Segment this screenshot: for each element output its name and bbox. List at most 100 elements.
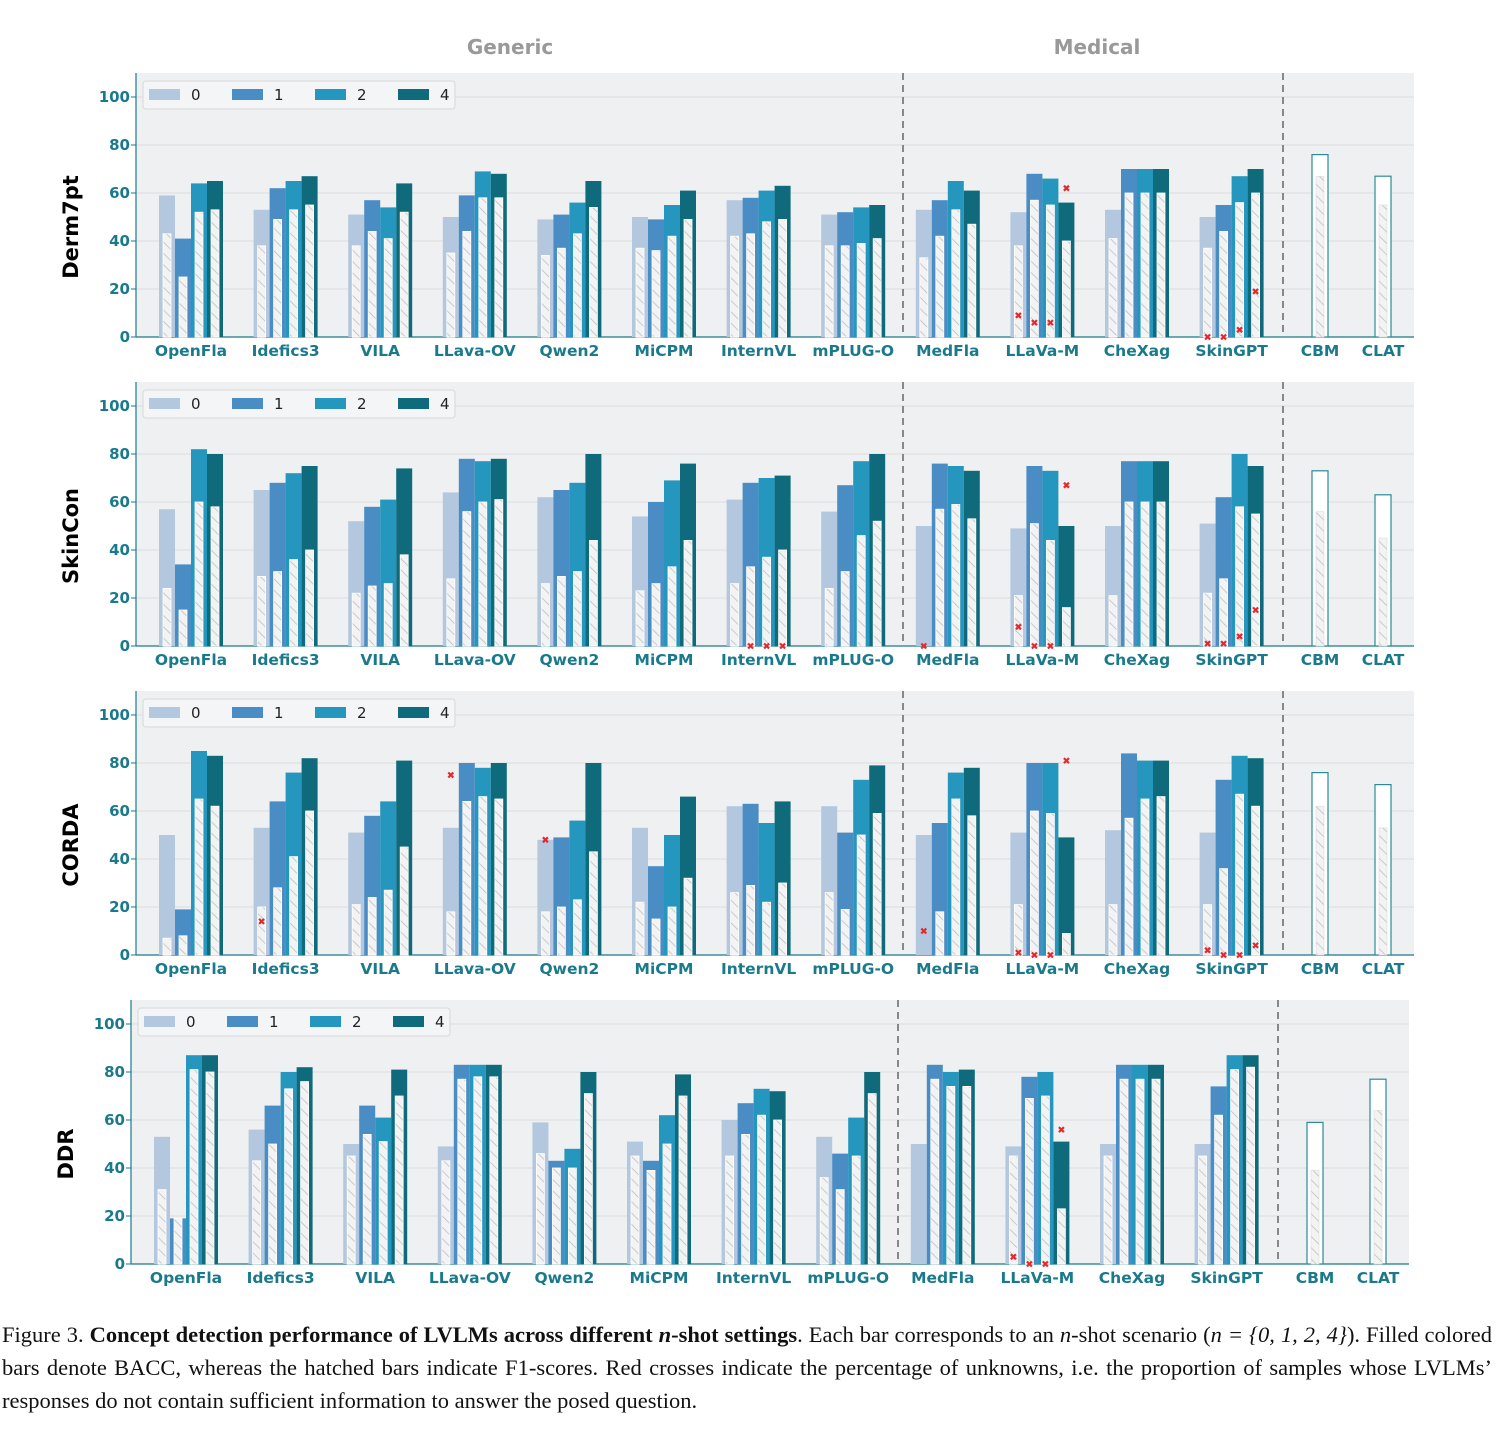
f1-hatched-bar — [730, 892, 739, 956]
legend-swatch — [144, 1016, 175, 1027]
baseline-f1-hatched-bar — [1378, 827, 1388, 956]
y-axis-label: SkinCon — [59, 488, 83, 584]
f1-hatched-bar — [1151, 1078, 1161, 1265]
f1-hatched-bar — [305, 549, 315, 647]
x-tick-label: CheXag — [1099, 1269, 1165, 1287]
x-tick-label: LLaVa-M — [1001, 1269, 1075, 1287]
x-tick-label: CBM — [1301, 651, 1340, 669]
x-tick-label: LLaVa-M — [1006, 960, 1080, 978]
unknown-cross-marker — [542, 836, 549, 844]
f1-hatched-bar — [1251, 513, 1260, 647]
f1-hatched-bar — [194, 501, 204, 647]
f1-hatched-bar — [178, 935, 188, 956]
cross-stroke — [1252, 942, 1259, 949]
unknown-cross-marker — [1026, 1260, 1033, 1268]
f1-hatched-bar — [1140, 501, 1150, 647]
f1-hatched-bar — [967, 518, 977, 647]
f1-hatched-bar — [1041, 1095, 1050, 1265]
x-tick-label: Idefics3 — [252, 960, 320, 978]
f1-hatched-bar — [856, 242, 866, 338]
f1-hatched-bar — [367, 585, 377, 647]
f1-hatched-bar — [741, 1134, 750, 1265]
concept-detection-chart: Generic Medical 020406080100Derm7ptOpenF… — [54, 35, 1414, 1287]
y-tick-label: 100 — [94, 1015, 125, 1033]
unknown-cross-marker — [1236, 951, 1243, 959]
legend-label: 1 — [269, 1013, 279, 1031]
x-tick-label: InternVL — [721, 651, 796, 669]
caption-text: . Each bar corresponds to an n-shot scen… — [2, 1322, 1493, 1413]
x-tick-label: MiCPM — [635, 342, 694, 360]
cross-stroke — [1015, 949, 1022, 956]
f1-hatched-bar — [667, 906, 677, 956]
bacc-bar — [159, 835, 175, 955]
x-tick-label: Idefics3 — [247, 1269, 315, 1287]
x-tick-label: LLava-OV — [429, 1269, 511, 1287]
f1-hatched-bar — [1251, 805, 1260, 956]
f1-hatched-bar — [1108, 904, 1118, 956]
legend-swatch — [227, 1016, 258, 1027]
f1-hatched-bar — [1140, 798, 1150, 956]
unknown-cross-marker — [1252, 288, 1259, 295]
unknown-cross-marker — [1204, 640, 1211, 647]
f1-hatched-bar — [457, 1078, 467, 1265]
legend-swatch — [393, 1016, 424, 1027]
f1-hatched-bar — [273, 571, 283, 647]
x-tick-label: SkinGPT — [1195, 342, 1268, 360]
f1-hatched-bar — [1124, 501, 1134, 647]
f1-hatched-bar — [1014, 245, 1023, 338]
y-tick-label: 80 — [109, 754, 130, 772]
y-axis-label: Derm7pt — [59, 175, 83, 279]
unknown-cross-marker — [1063, 757, 1070, 764]
y-tick-label: 0 — [120, 328, 130, 346]
f1-hatched-bar — [383, 889, 393, 956]
unknown-cross-marker — [1236, 326, 1243, 334]
f1-hatched-bar — [178, 609, 188, 647]
unknown-cross-marker — [1063, 481, 1070, 489]
f1-hatched-bar — [573, 571, 582, 647]
f1-hatched-bar — [589, 540, 598, 647]
f1-hatched-bar — [824, 892, 834, 956]
f1-hatched-bar — [289, 559, 299, 647]
f1-hatched-bar — [746, 885, 755, 956]
f1-hatched-bar — [1046, 540, 1055, 647]
legend-swatch — [398, 89, 429, 100]
unknown-cross-marker — [1252, 606, 1259, 614]
f1-hatched-bar — [1214, 1114, 1223, 1265]
f1-hatched-bar — [1108, 595, 1118, 647]
x-tick-label: Qwen2 — [534, 1269, 594, 1287]
f1-hatched-bar — [1119, 1078, 1129, 1265]
section-label-generic: Generic — [467, 35, 553, 59]
unknown-cross-marker — [1063, 184, 1070, 192]
f1-hatched-bar — [935, 508, 945, 647]
f1-hatched-bar — [210, 805, 220, 956]
f1-hatched-bar — [1030, 810, 1039, 956]
legend-swatch — [315, 89, 346, 100]
x-tick-label: LLava-OV — [434, 651, 516, 669]
f1-hatched-bar — [819, 1177, 829, 1265]
cross-stroke — [1015, 623, 1022, 631]
f1-hatched-bar — [478, 501, 488, 647]
bacc-bar — [915, 526, 932, 646]
bacc-bar — [1058, 837, 1075, 955]
x-tick-label: CBM — [1301, 960, 1340, 978]
x-tick-label: CLAT — [1362, 342, 1405, 360]
unknown-cross-marker — [1015, 949, 1022, 956]
f1-hatched-bar — [725, 1155, 734, 1265]
f1-hatched-bar — [1135, 1078, 1145, 1265]
unknown-cross-marker — [779, 642, 786, 650]
f1-hatched-bar — [1046, 204, 1055, 338]
f1-hatched-bar — [1203, 247, 1212, 338]
legend-label: 0 — [186, 1013, 196, 1031]
legend-label: 0 — [191, 704, 201, 722]
y-tick-label: 40 — [109, 232, 130, 250]
f1-hatched-bar — [773, 1119, 782, 1265]
f1-hatched-bar — [305, 204, 315, 338]
cross-stroke — [1026, 1260, 1033, 1268]
x-tick-label: LLava-OV — [434, 342, 516, 360]
baseline-f1-hatched-bar — [1315, 175, 1325, 338]
f1-hatched-bar — [1235, 506, 1244, 647]
cross-stroke — [1031, 319, 1038, 326]
legend-label: 0 — [191, 395, 201, 413]
x-tick-label: MedFla — [916, 342, 979, 360]
